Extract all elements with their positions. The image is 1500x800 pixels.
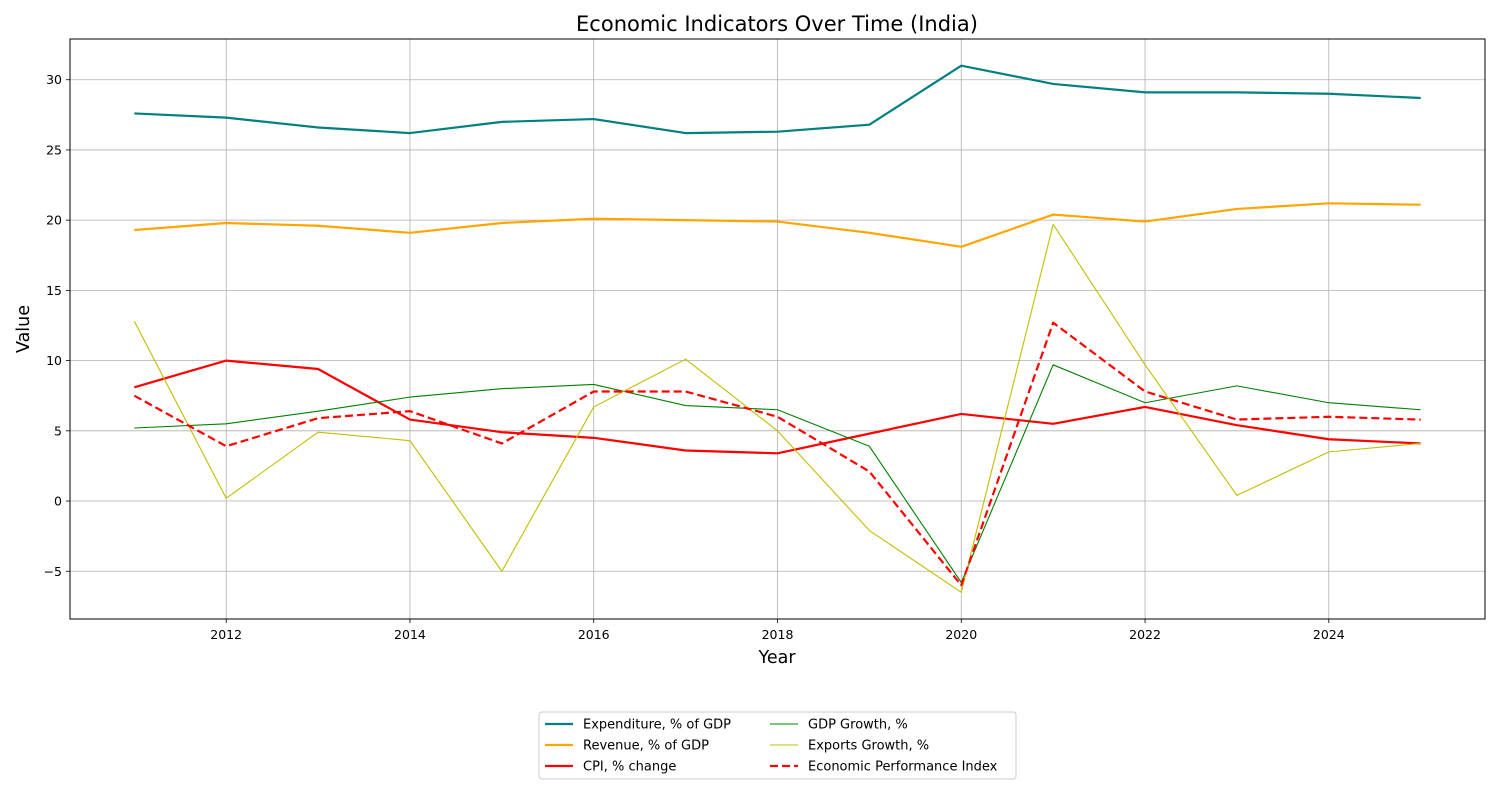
y-tick-label: 15 (46, 283, 62, 298)
x-tick-label: 2020 (945, 627, 977, 642)
series-line-cpi-change (134, 359, 1421, 455)
y-tick-label: 25 (46, 142, 62, 157)
legend-entry: Revenue, % of GDP (583, 739, 709, 754)
x-tick-label: 2012 (210, 627, 242, 642)
axis-ticks: 2012 2014 2016 2018 2020 2022 2024 −5 0 5 10 15 20 25… (44, 72, 1345, 642)
y-tick-label: 10 (46, 353, 62, 368)
x-tick-label: 2014 (394, 627, 426, 642)
legend-entry: Exports Growth, % (808, 739, 929, 754)
grid (70, 39, 1485, 619)
x-axis-label: Year (757, 648, 796, 668)
legend-entry: Expenditure, % of GDP (583, 718, 731, 733)
x-tick-label: 2016 (578, 627, 610, 642)
y-tick-label: −5 (44, 564, 62, 579)
x-tick-label: 2018 (762, 627, 794, 642)
series-line-revenue-of-gdp (134, 202, 1421, 248)
y-tick-label: 20 (46, 213, 62, 228)
legend-entry: Economic Performance Index (808, 760, 998, 775)
series-line-expenditure-of-gdp (134, 64, 1421, 135)
y-tick-label: 5 (54, 423, 62, 438)
y-axis-label: Value (14, 305, 34, 353)
legend: Expenditure, % of GDP Revenue, % of GDP CP… (538, 711, 1017, 780)
series-line-gdp-growth (134, 364, 1421, 584)
series-line-economic-performance-index (133, 321, 1421, 587)
x-tick-label: 2024 (1313, 627, 1345, 642)
y-tick-label: 0 (54, 494, 62, 509)
y-tick-label: 30 (46, 72, 62, 87)
legend-entry: CPI, % change (583, 760, 676, 775)
series-lines (133, 64, 1421, 593)
x-tick-label: 2022 (1129, 627, 1161, 642)
chart-title: Economic Indicators Over Time (India) (576, 12, 978, 36)
legend-entry: GDP Growth, % (808, 718, 908, 733)
series-line-exports-growth (133, 223, 1421, 593)
